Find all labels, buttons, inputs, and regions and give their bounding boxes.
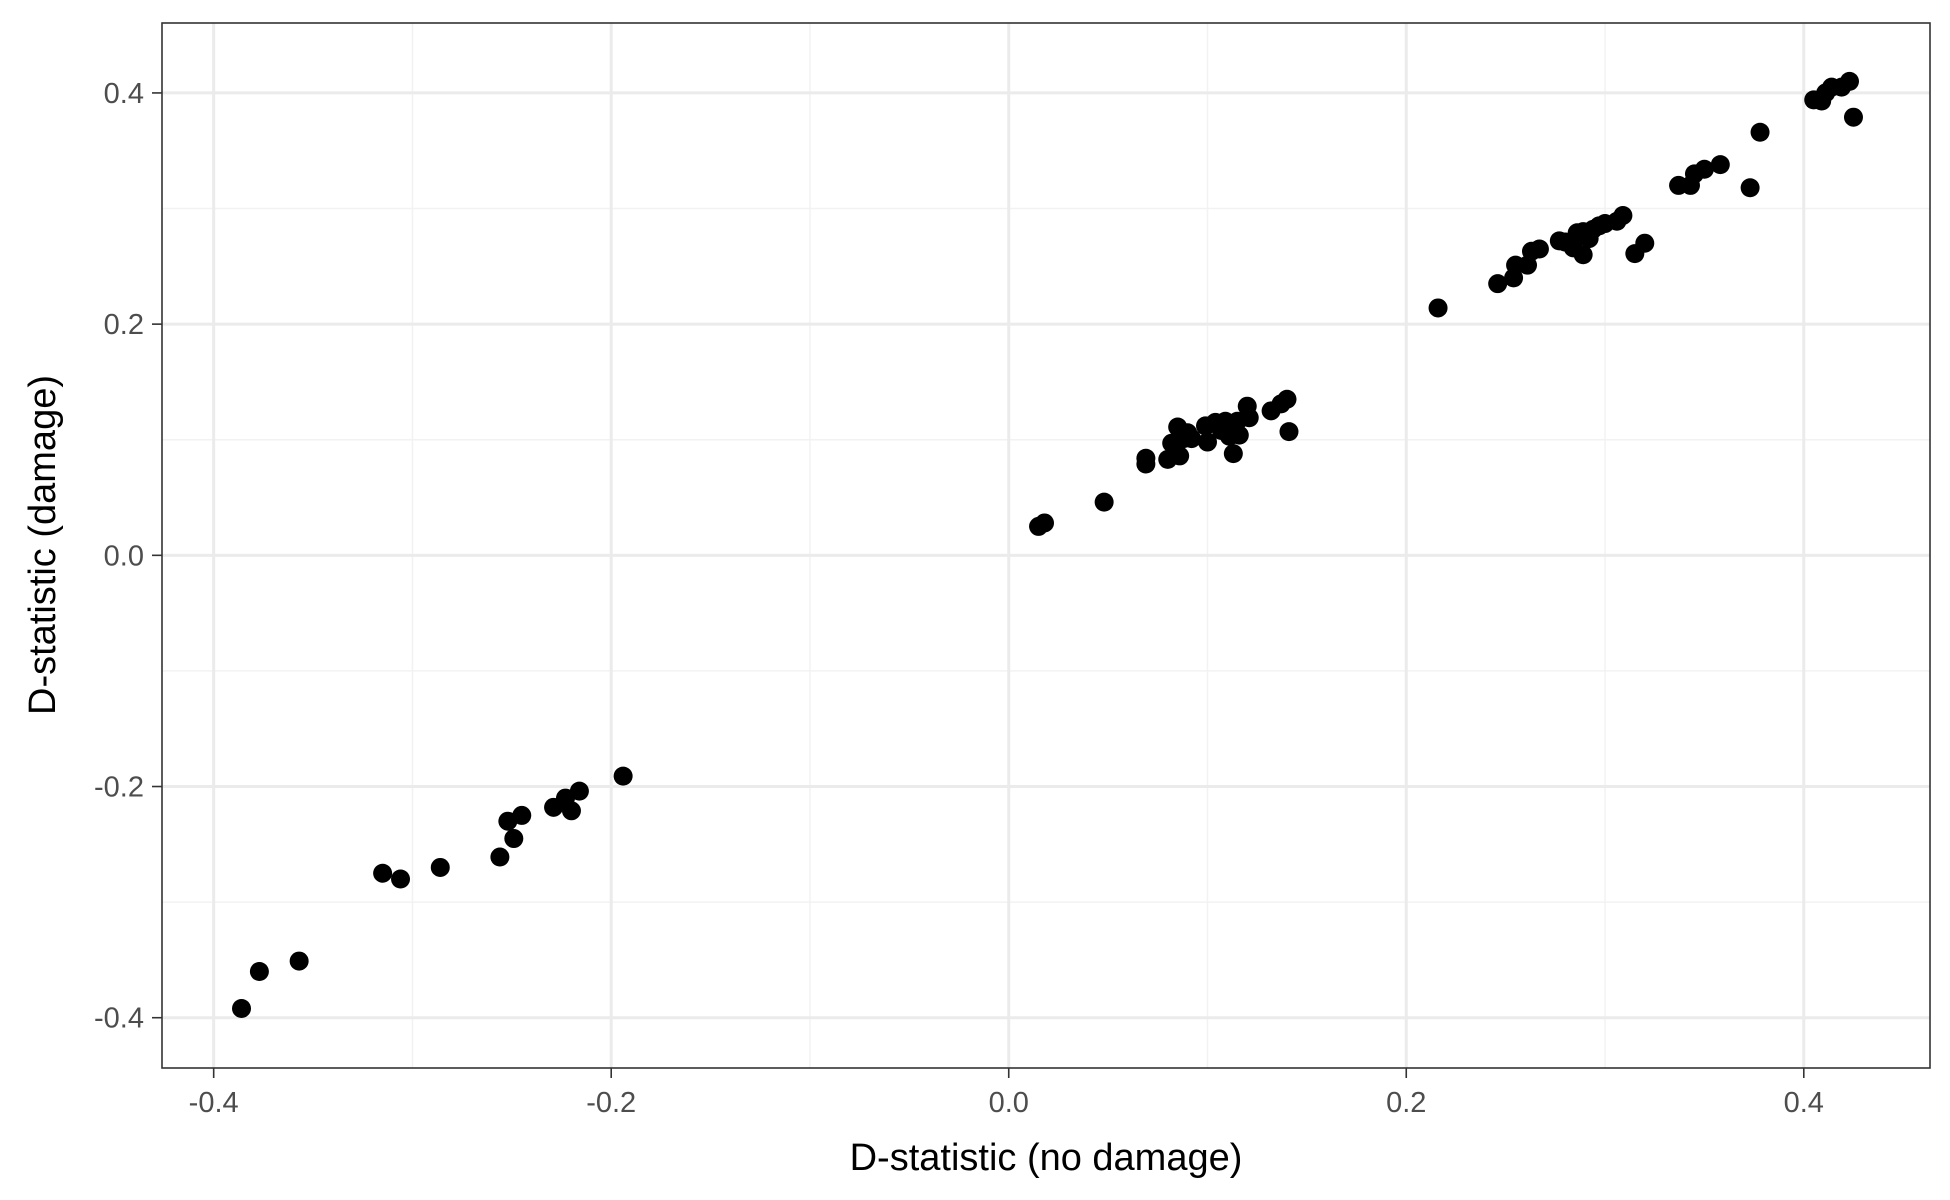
x-tick-label: -0.4 — [189, 1087, 239, 1119]
scatter-point — [1740, 178, 1760, 198]
data-points — [232, 71, 1863, 1018]
scatter-point — [1035, 513, 1055, 533]
scatter-point — [1197, 432, 1217, 452]
scatter-point — [512, 805, 532, 825]
y-tick-label: 0.4 — [104, 78, 144, 110]
scatter-point — [391, 869, 411, 889]
scatter-point — [1529, 239, 1549, 259]
scatter-point — [613, 766, 633, 786]
scatter-point — [1710, 155, 1730, 175]
scatter-point — [1279, 422, 1299, 442]
grid-lines — [162, 23, 1930, 1068]
scatter-point — [1170, 446, 1190, 466]
scatter-point — [373, 863, 393, 883]
scatter-point — [1488, 274, 1508, 294]
x-tick-label: 0.2 — [1386, 1087, 1426, 1119]
x-axis-title: D-statistic (no damage) — [850, 1137, 1243, 1179]
scatter-point — [1694, 159, 1714, 179]
scatter-point — [249, 961, 269, 981]
scatter-point — [1182, 429, 1202, 449]
scatter-point — [1843, 107, 1863, 127]
y-tick-label: 0.0 — [104, 540, 144, 572]
scatter-point — [504, 829, 524, 849]
y-tick-label: -0.2 — [94, 772, 144, 804]
scatter-point — [1229, 425, 1249, 445]
x-tick-label: -0.2 — [586, 1087, 636, 1119]
scatter-point — [430, 857, 450, 877]
x-axis: -0.4 -0.2 0.0 0.2 0.4 — [189, 1068, 1824, 1119]
y-axis-title: D-statistic (damage) — [22, 375, 64, 715]
scatter-point — [232, 998, 252, 1018]
scatter-point — [1239, 408, 1259, 428]
scatter-point — [1635, 233, 1655, 253]
scatter-point — [1613, 205, 1633, 225]
scatter-point — [289, 951, 309, 971]
scatter-point — [1136, 448, 1156, 468]
scatter-point — [1428, 298, 1448, 318]
panel-background — [162, 23, 1930, 1068]
y-tick-label: -0.4 — [94, 1003, 144, 1035]
scatter-point — [1223, 444, 1243, 464]
scatter-point — [1277, 389, 1297, 409]
scatter-point — [490, 847, 510, 867]
scatter-point — [1094, 492, 1114, 512]
y-axis: -0.4 -0.2 0.0 0.2 0.4 — [94, 78, 162, 1035]
scatter-point — [569, 781, 589, 801]
scatter-point — [561, 801, 581, 821]
x-tick-label: 0.0 — [989, 1087, 1029, 1119]
scatter-point — [1840, 71, 1860, 91]
y-tick-label: 0.2 — [104, 309, 144, 341]
panel-border — [161, 22, 1931, 1069]
x-tick-label: 0.4 — [1784, 1087, 1824, 1119]
scatter-point — [1750, 122, 1770, 142]
scatter-point — [1573, 245, 1593, 265]
